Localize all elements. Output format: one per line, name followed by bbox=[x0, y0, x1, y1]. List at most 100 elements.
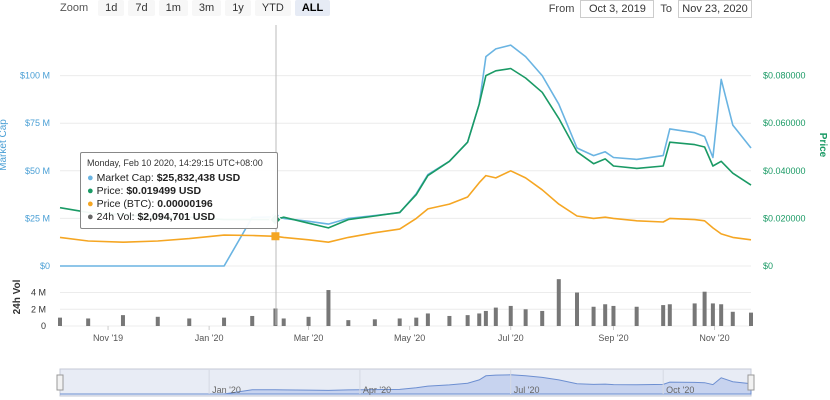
x-axis-tick-label: Jul '20 bbox=[498, 333, 524, 343]
volume-bar bbox=[611, 305, 616, 326]
volume-bar bbox=[120, 315, 125, 326]
tooltip-value: 0.00000196 bbox=[157, 198, 213, 210]
volume-bar bbox=[523, 309, 528, 326]
tooltip-row-price: ● Price: $0.019499 USD bbox=[87, 185, 271, 198]
right-axis-tick-label: $0 bbox=[763, 261, 773, 271]
volume-bar bbox=[414, 317, 419, 326]
volume-bar bbox=[397, 318, 402, 326]
axes: Market Cap Price 24h Vol $0 $25 M $50 M $75… bbox=[0, 71, 828, 331]
volume-axis-tick-label: 0 bbox=[41, 321, 46, 331]
left-axis-tick-label: $75 M bbox=[25, 118, 50, 128]
navigator-label: Jan '20 bbox=[212, 385, 241, 395]
volume-bar bbox=[493, 307, 498, 326]
zoom-7d-button[interactable]: 7d bbox=[128, 0, 155, 16]
zoom-1y-button[interactable]: 1y bbox=[225, 0, 251, 16]
volume-bar bbox=[692, 303, 697, 326]
from-date-input[interactable] bbox=[580, 0, 655, 18]
x-axis-tick-label: Nov '20 bbox=[699, 333, 729, 343]
volume-bar bbox=[273, 308, 278, 326]
price-dot-icon: ● bbox=[87, 185, 94, 197]
left-axis-title: Market Cap bbox=[0, 119, 9, 171]
volume-axis-tick-label: 2 M bbox=[31, 304, 46, 314]
date-range-selector: From To bbox=[543, 0, 752, 18]
volume-bar bbox=[58, 317, 62, 326]
left-axis-tick-label: $100 M bbox=[20, 71, 50, 81]
zoom-bar: Zoom 1d 7d 1m 3m 1y YTD ALL bbox=[60, 0, 334, 16]
volume-bar bbox=[447, 315, 452, 326]
navigator-area bbox=[60, 374, 752, 395]
volume-bar bbox=[86, 318, 91, 326]
left-axis-tick-label: $0 bbox=[40, 261, 50, 271]
zoom-1m-button[interactable]: 1m bbox=[158, 0, 188, 16]
price-btc-line bbox=[59, 170, 752, 243]
volume-bar bbox=[508, 305, 513, 326]
volume-bar bbox=[730, 311, 735, 326]
x-axis-tick-label: Nov '19 bbox=[93, 333, 123, 343]
x-axis-tick-label: Jan '20 bbox=[195, 333, 224, 343]
to-label: To bbox=[660, 3, 672, 15]
x-axis-tick-label: May '20 bbox=[394, 333, 425, 343]
volume-bar bbox=[661, 305, 666, 326]
volume-bars bbox=[58, 279, 753, 326]
volume-bar bbox=[222, 317, 227, 326]
tooltip-label: Price (BTC): bbox=[96, 198, 155, 210]
to-date-input[interactable] bbox=[678, 0, 752, 18]
volume-bar bbox=[603, 304, 608, 326]
volume-axis-tick-label: 4 M bbox=[31, 288, 46, 298]
volume-bar bbox=[540, 310, 545, 326]
price-btc-marker bbox=[271, 232, 280, 241]
zoom-ytd-button[interactable]: YTD bbox=[254, 0, 291, 16]
volume-bar bbox=[465, 315, 470, 326]
navigator-label: Apr '20 bbox=[363, 385, 391, 395]
volume-bar bbox=[187, 318, 192, 326]
navigator-handle-right[interactable] bbox=[747, 374, 755, 391]
volume-bar bbox=[556, 279, 561, 326]
from-label: From bbox=[548, 3, 575, 15]
zoom-1d-button[interactable]: 1d bbox=[98, 0, 125, 16]
right-axis-tick-label: $0.020000 bbox=[763, 213, 806, 223]
volume-dot-icon: ● bbox=[87, 211, 94, 223]
volume-bar bbox=[155, 316, 160, 326]
hover-tooltip: Monday, Feb 10 2020, 14:29:15 UTC+08:00 … bbox=[80, 152, 278, 229]
volume-axis-title: 24h Vol bbox=[12, 279, 23, 314]
x-axis-ticks: Nov '19 Jan '20 Mar '20 May '20 Jul '20 Sep '… bbox=[93, 326, 730, 343]
right-axis-tick-label: $0.060000 bbox=[763, 118, 806, 128]
left-axis-tick-label: $25 M bbox=[25, 213, 50, 223]
volume-bar bbox=[483, 310, 488, 326]
left-axis-tick-label: $50 M bbox=[25, 166, 50, 176]
x-axis-tick-label: Sep '20 bbox=[598, 333, 628, 343]
navigator-label: Oct '20 bbox=[666, 385, 694, 395]
zoom-3m-button[interactable]: 3m bbox=[191, 0, 222, 16]
tooltip-value: $0.019499 USD bbox=[126, 185, 202, 197]
zoom-all-button[interactable]: ALL bbox=[294, 0, 331, 16]
tooltip-label: Price: bbox=[96, 185, 124, 197]
right-axis-tick-label: $0.080000 bbox=[763, 71, 806, 81]
volume-bar bbox=[372, 319, 377, 326]
tooltip-row-price-btc: ● Price (BTC): 0.00000196 bbox=[87, 198, 271, 211]
volume-bar bbox=[591, 306, 596, 326]
volume-bar bbox=[306, 316, 311, 326]
volume-bar bbox=[575, 292, 580, 326]
navigator[interactable]: Jan '20 Apr '20 Jul '20 Oct '20 bbox=[56, 368, 755, 397]
volume-bar bbox=[749, 312, 753, 326]
volume-bar bbox=[326, 290, 331, 326]
volume-bar bbox=[250, 315, 255, 326]
navigator-label: Jul '20 bbox=[514, 385, 540, 395]
price-btc-dot-icon: ● bbox=[87, 198, 94, 210]
navigator-labels: Jan '20 Apr '20 Jul '20 Oct '20 bbox=[208, 369, 694, 395]
tooltip-row-market-cap: ● Market Cap: $25,832,438 USD bbox=[87, 172, 271, 185]
right-axis-tick-label: $0.040000 bbox=[763, 166, 806, 176]
right-axis-title: Price bbox=[817, 133, 828, 158]
volume-bar bbox=[425, 313, 430, 326]
navigator-handle-left[interactable] bbox=[56, 374, 64, 391]
volume-bar bbox=[634, 306, 639, 326]
tooltip-value: $2,094,701 USD bbox=[137, 211, 216, 223]
volume-bar bbox=[346, 320, 351, 326]
volume-bar bbox=[719, 304, 724, 326]
volume-bar bbox=[710, 303, 715, 326]
volume-bar bbox=[702, 291, 707, 326]
tooltip-label: Market Cap: bbox=[96, 172, 154, 184]
market-cap-dot-icon: ● bbox=[87, 172, 94, 184]
x-axis-tick-label: Mar '20 bbox=[294, 333, 324, 343]
